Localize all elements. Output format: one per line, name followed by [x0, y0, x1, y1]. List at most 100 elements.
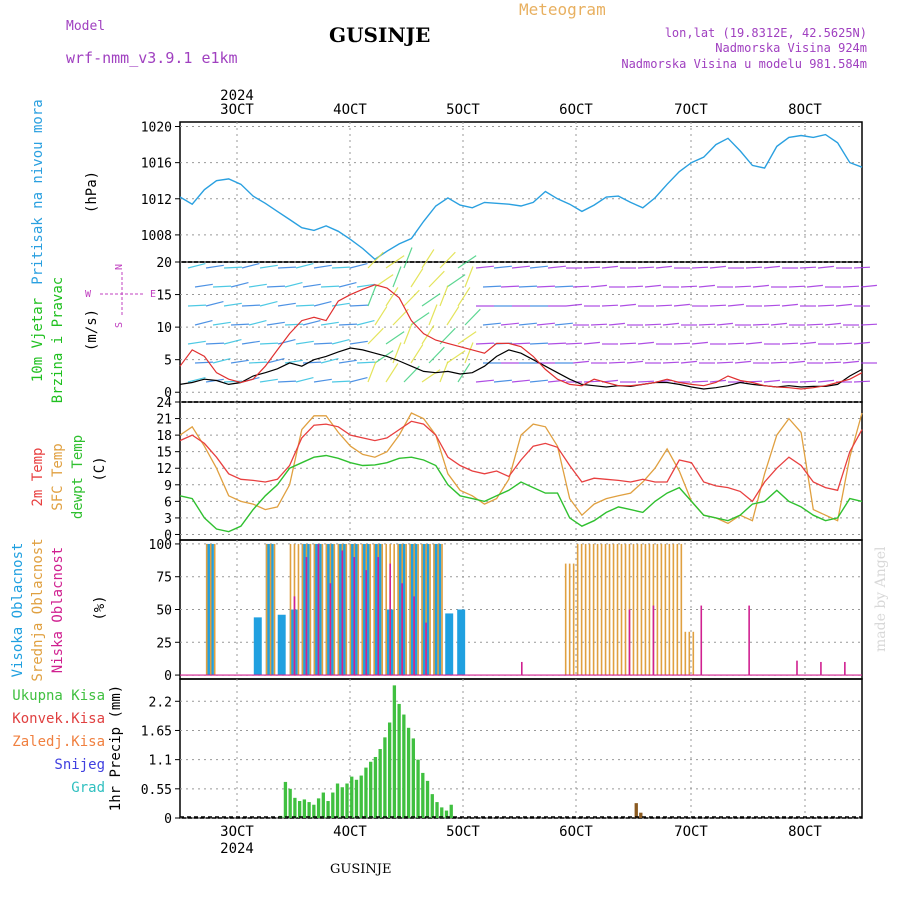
wind-barb	[284, 281, 303, 288]
wind-barb	[763, 304, 781, 307]
wind-barb	[752, 284, 769, 288]
mid-cloud-bar	[684, 631, 687, 676]
wind-barb	[583, 266, 601, 269]
2m-temp-line	[179, 420, 863, 503]
wind-barb	[259, 264, 278, 269]
wind-barb	[853, 266, 871, 269]
precip-panel	[179, 678, 863, 819]
elevation-text: Nadmorska Visina 924m	[715, 41, 867, 55]
wind-barb	[608, 361, 626, 364]
lonlat-text: lon,lat (19.8312E, 42.5625N)	[664, 26, 867, 40]
top-xtick-label-5: 8OCT	[788, 102, 822, 118]
mid-cloud-bar	[421, 543, 423, 676]
precip-total-bar	[293, 797, 297, 818]
mid-cloud-bar	[205, 543, 208, 676]
high-cloud-bar	[265, 543, 274, 676]
high-cloud-bar	[397, 543, 406, 676]
wind-barb	[860, 323, 878, 326]
wind-barb	[259, 342, 279, 345]
temp-sfc-label: SFC Temp	[50, 443, 66, 510]
cloud-ytick-label-0: 0	[164, 669, 172, 684]
precip-total-bar	[411, 738, 415, 818]
wind-barb	[385, 287, 399, 307]
wind-barb	[655, 304, 673, 307]
wind-barb	[536, 322, 555, 326]
pressure-ytick-label-2: 1016	[141, 157, 172, 172]
temp-ytick-label-4: 12	[156, 462, 172, 477]
wind-barb	[475, 342, 495, 345]
wind-barb	[403, 289, 420, 307]
mid-cloud-bar	[309, 543, 312, 676]
wind-barb	[698, 323, 716, 326]
temp-dewpt-label: dewpt Temp	[70, 435, 86, 519]
mid-cloud-bar	[620, 543, 623, 676]
precip-total-bar	[440, 807, 444, 818]
precip-ytick-label-2: 1.1	[149, 754, 172, 769]
mid-cloud-bar	[680, 543, 683, 676]
wind-barb	[367, 327, 384, 345]
wind-barb	[788, 360, 805, 364]
wind-barb	[457, 287, 471, 307]
low-cloud-bar	[365, 570, 368, 676]
wind-barb	[572, 360, 589, 364]
wind-barb	[698, 284, 715, 288]
mid-cloud-bar	[632, 543, 635, 676]
low-cloud-bar	[329, 583, 332, 676]
precip-total-bar	[425, 780, 430, 818]
mid-cloud-bar	[373, 543, 376, 676]
station-title: GUSINJE	[329, 23, 431, 47]
wind-ytick-label-1: 5	[164, 354, 172, 369]
wind-barb	[709, 304, 727, 307]
precip-total-bar	[421, 772, 425, 818]
compass-n: N	[114, 264, 125, 270]
wind-barb	[223, 338, 242, 345]
mid-cloud-bar	[636, 543, 639, 676]
wind-barb	[439, 285, 449, 307]
wind-unit-label: (m/s)	[84, 309, 100, 351]
wind-barb	[817, 379, 834, 383]
mid-cloud-bar	[357, 543, 360, 676]
precip-total-bar	[302, 799, 307, 818]
wind-speed-line	[179, 347, 863, 390]
wind-ytick-label-4: 20	[156, 256, 172, 271]
wind-barb	[230, 281, 249, 288]
wind-barb	[734, 360, 751, 364]
wind-barb	[338, 281, 357, 288]
high-cloud-bar	[301, 543, 310, 676]
bottom-xtick-label-5: 8OCT	[788, 824, 822, 840]
temperature-panel-frame	[179, 401, 863, 541]
wind-barb	[331, 302, 350, 307]
wind-barb	[446, 274, 466, 288]
wind-barb	[691, 266, 709, 269]
wind-barb	[403, 247, 413, 269]
wind-barb	[356, 361, 376, 364]
mid-cloud-bar	[349, 543, 352, 676]
low-cloud-bar	[353, 557, 356, 676]
temp-ytick-label-8: 24	[156, 396, 172, 411]
wind-barb	[349, 262, 368, 269]
wind-barb	[853, 380, 871, 383]
cloud-unit-label: (%)	[92, 595, 108, 620]
low-cloud-bar	[748, 605, 750, 676]
wind-barb	[266, 357, 285, 364]
mid-cloud-bar	[405, 543, 407, 676]
mid-cloud-bar	[580, 543, 583, 676]
high-cloud-bar	[421, 543, 430, 676]
mid-cloud-bar	[564, 563, 567, 676]
model-elevation-text: Nadmorska Visina u modelu 981.584m	[621, 57, 867, 71]
wind-barb	[277, 302, 296, 307]
precip-ytick-label-1: 0.55	[141, 783, 172, 798]
top-xtick-label-4: 7OCT	[674, 102, 708, 118]
bottom-xtick-label-4: 7OCT	[674, 824, 708, 840]
wind-barb	[349, 304, 369, 307]
wind-barb	[313, 264, 332, 269]
low-cloud-bar	[341, 550, 344, 676]
mid-cloud-bar	[425, 543, 427, 676]
mid-cloud-bar	[209, 543, 212, 676]
wind-barb	[392, 266, 402, 288]
low-cloud-bar	[521, 661, 523, 676]
mid-cloud-bar	[297, 543, 300, 676]
wind-barb	[374, 350, 394, 364]
high-cloud-bar	[349, 543, 358, 676]
wind-barb	[482, 285, 502, 288]
